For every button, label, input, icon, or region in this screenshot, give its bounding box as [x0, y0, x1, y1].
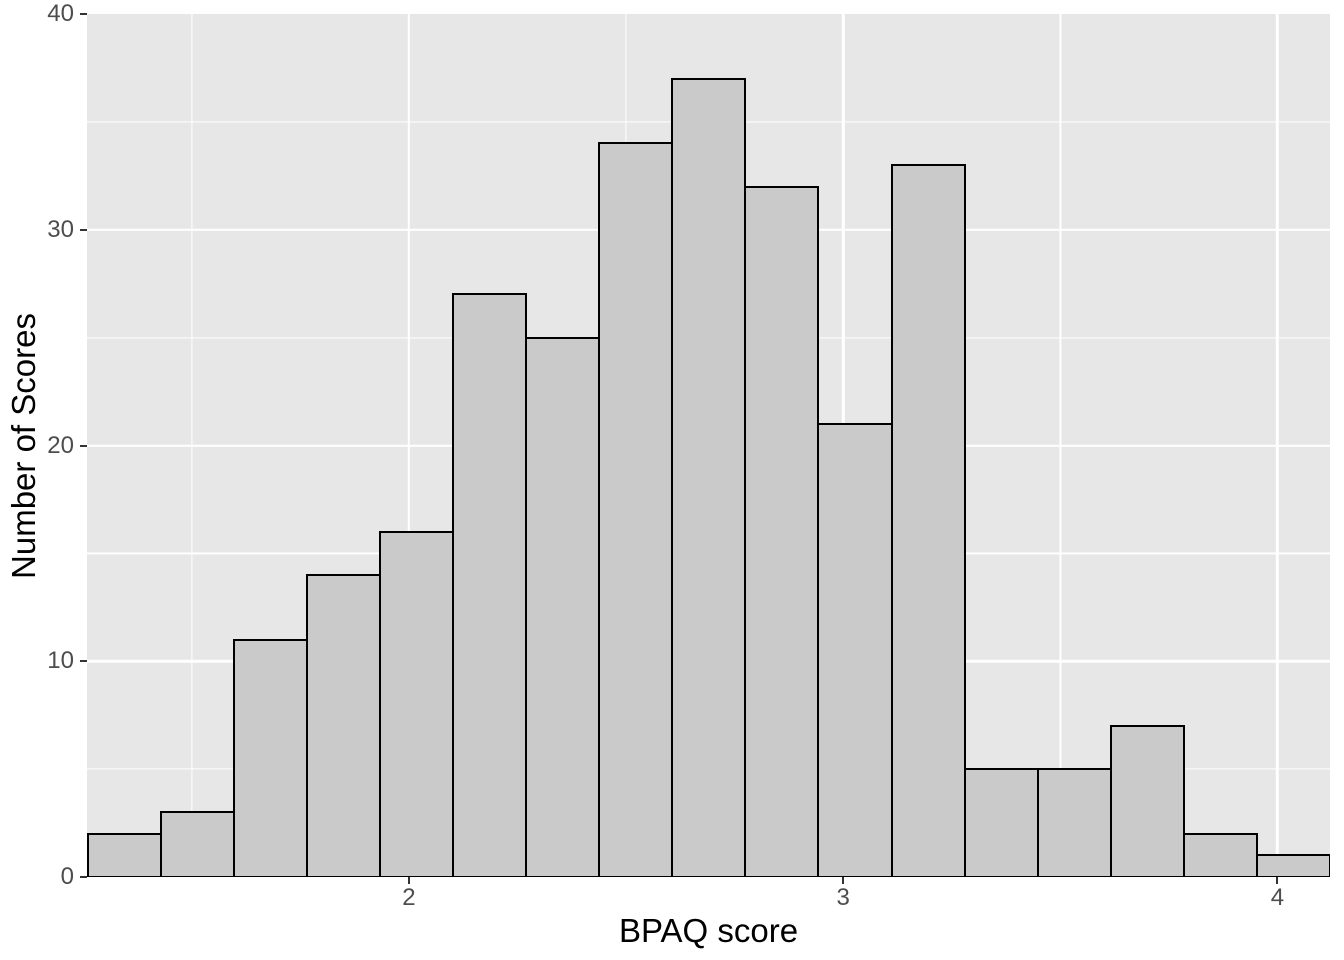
y-tick-mark	[80, 13, 87, 15]
x-tick-mark	[407, 877, 410, 884]
histogram-bar	[1036, 768, 1112, 877]
y-tick-label: 40	[47, 0, 74, 27]
x-tick-label: 2	[402, 884, 416, 911]
x-tick-mark	[842, 877, 845, 884]
y-tick-mark	[80, 876, 87, 878]
histogram-bar	[1255, 854, 1330, 877]
y-tick-label: 10	[47, 647, 74, 675]
x-tick-mark	[1276, 877, 1279, 884]
histogram-bar	[87, 832, 162, 877]
major-gridline	[1276, 14, 1279, 877]
minor-gridline	[191, 14, 193, 877]
histogram-bar	[452, 293, 528, 877]
x-tick-label: 4	[1270, 884, 1285, 911]
x-axis-title: BPAQ score	[618, 912, 799, 949]
minor-gridline	[1059, 14, 1061, 877]
histogram-bar	[671, 77, 747, 877]
y-tick-label: 30	[47, 215, 74, 243]
histogram-bar	[525, 336, 601, 877]
histogram-bar	[963, 768, 1039, 877]
y-tick-mark	[80, 444, 87, 447]
histogram-bar	[1182, 832, 1258, 877]
histogram-bar	[890, 164, 966, 877]
y-tick-label: 0	[60, 863, 74, 890]
x-tick-label: 3	[836, 884, 850, 911]
histogram-bar	[378, 530, 455, 877]
histogram-bar	[744, 185, 820, 877]
histogram-bar	[305, 573, 381, 877]
y-tick-mark	[80, 228, 87, 231]
histogram-bar	[232, 638, 308, 877]
histogram-bar	[159, 811, 235, 877]
plot-panel	[87, 14, 1330, 877]
y-tick-mark	[80, 660, 87, 663]
y-tick-label: 20	[47, 431, 74, 459]
histogram-bar	[817, 422, 893, 877]
histogram-bar	[598, 142, 674, 877]
major-gridline	[407, 14, 411, 877]
histogram-bar	[1109, 724, 1185, 877]
